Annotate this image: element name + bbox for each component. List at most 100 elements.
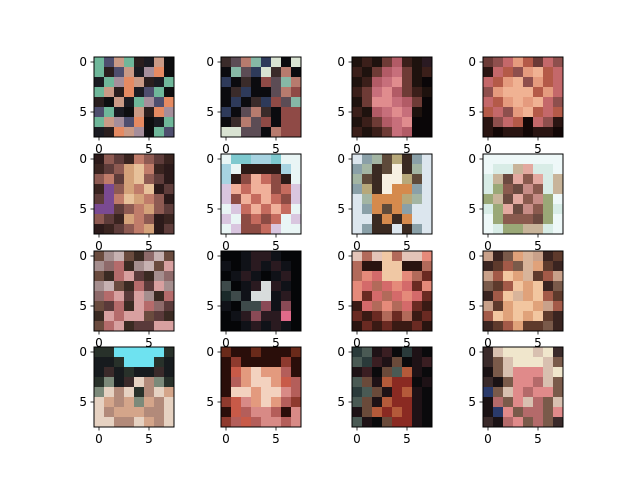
pixel <box>291 107 302 118</box>
y-tick-label: 5 <box>337 202 345 216</box>
pixel <box>104 67 115 78</box>
pixel <box>412 164 423 175</box>
pixel <box>543 261 554 272</box>
pixel <box>104 291 115 302</box>
pixel <box>362 301 373 312</box>
pixel <box>271 271 282 282</box>
pixel <box>251 301 262 312</box>
pixel <box>412 77 423 88</box>
pixel <box>533 224 544 235</box>
pixel <box>231 291 242 302</box>
pixel <box>392 107 403 118</box>
pixel <box>104 107 115 118</box>
pixel <box>281 301 292 312</box>
pixel <box>543 77 554 88</box>
y-tick-label: 0 <box>206 249 214 263</box>
pixel <box>124 311 135 322</box>
pixel <box>291 97 302 108</box>
pixel <box>493 281 504 292</box>
pixel <box>241 397 252 408</box>
pixel <box>362 224 373 235</box>
y-tick-label: 0 <box>79 152 87 166</box>
pixel <box>144 214 155 225</box>
axes-frame <box>220 56 302 138</box>
pixel <box>114 97 125 108</box>
pixel <box>493 347 504 358</box>
pixel <box>144 377 155 388</box>
pixel <box>241 224 252 235</box>
axes-frame <box>351 250 433 332</box>
pixel <box>291 291 302 302</box>
pixel <box>533 87 544 98</box>
pixel <box>503 387 514 398</box>
pixel <box>221 301 232 312</box>
pixel <box>543 377 554 388</box>
pixel <box>553 281 564 292</box>
pixel <box>553 407 564 418</box>
x-tick-label: 0 <box>353 142 361 156</box>
pixel <box>412 377 423 388</box>
pixel <box>533 67 544 78</box>
pixel <box>543 321 554 332</box>
pixel <box>503 261 514 272</box>
pixel <box>271 407 282 418</box>
pixel <box>221 77 232 88</box>
pixel <box>114 154 125 165</box>
axes-frame <box>220 346 302 428</box>
pixel <box>392 184 403 195</box>
pixel <box>382 347 393 358</box>
pixel <box>134 387 145 398</box>
pixel <box>124 97 135 108</box>
pixel <box>271 224 282 235</box>
pixel <box>271 357 282 368</box>
pixel <box>382 117 393 128</box>
pixel <box>483 214 494 225</box>
x-tick-label: 5 <box>403 239 411 253</box>
pixel <box>402 164 413 175</box>
y-tick-label: 0 <box>337 345 345 359</box>
pixel <box>543 281 554 292</box>
pixel <box>291 347 302 358</box>
pixel <box>124 357 135 368</box>
pixel <box>154 224 165 235</box>
pixel <box>523 184 534 195</box>
pixel <box>412 281 423 292</box>
pixel <box>221 174 232 185</box>
pixel <box>543 87 554 98</box>
pixel <box>221 127 232 138</box>
pixel <box>382 407 393 418</box>
pixel <box>483 387 494 398</box>
pixel <box>94 107 105 118</box>
pixel <box>124 301 135 312</box>
pixel <box>362 377 373 388</box>
pixel <box>402 251 413 262</box>
pixel <box>164 184 175 195</box>
pixel <box>493 377 504 388</box>
pixel <box>104 174 115 185</box>
pixel <box>231 214 242 225</box>
pixel <box>523 174 534 185</box>
pixel <box>533 127 544 138</box>
pixel <box>483 377 494 388</box>
pixel <box>231 251 242 262</box>
pixel <box>281 194 292 205</box>
pixel <box>104 301 115 312</box>
x-tick-label: 5 <box>403 336 411 350</box>
axes-frame <box>93 346 175 428</box>
pixel <box>94 77 105 88</box>
pixel <box>114 281 125 292</box>
pixel <box>134 204 145 215</box>
pixel <box>422 154 433 165</box>
pixel <box>503 357 514 368</box>
pixel <box>553 367 564 378</box>
pixel <box>412 224 423 235</box>
pixel <box>553 127 564 138</box>
pixel <box>523 321 534 332</box>
pixel <box>553 261 564 272</box>
pixel <box>104 204 115 215</box>
pixel <box>164 107 175 118</box>
pixel <box>412 87 423 98</box>
x-tick-label: 0 <box>222 432 230 446</box>
pixel <box>392 397 403 408</box>
pixel <box>261 261 272 272</box>
